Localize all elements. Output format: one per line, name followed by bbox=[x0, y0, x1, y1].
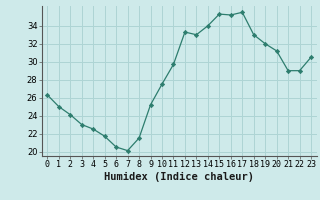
X-axis label: Humidex (Indice chaleur): Humidex (Indice chaleur) bbox=[104, 172, 254, 182]
